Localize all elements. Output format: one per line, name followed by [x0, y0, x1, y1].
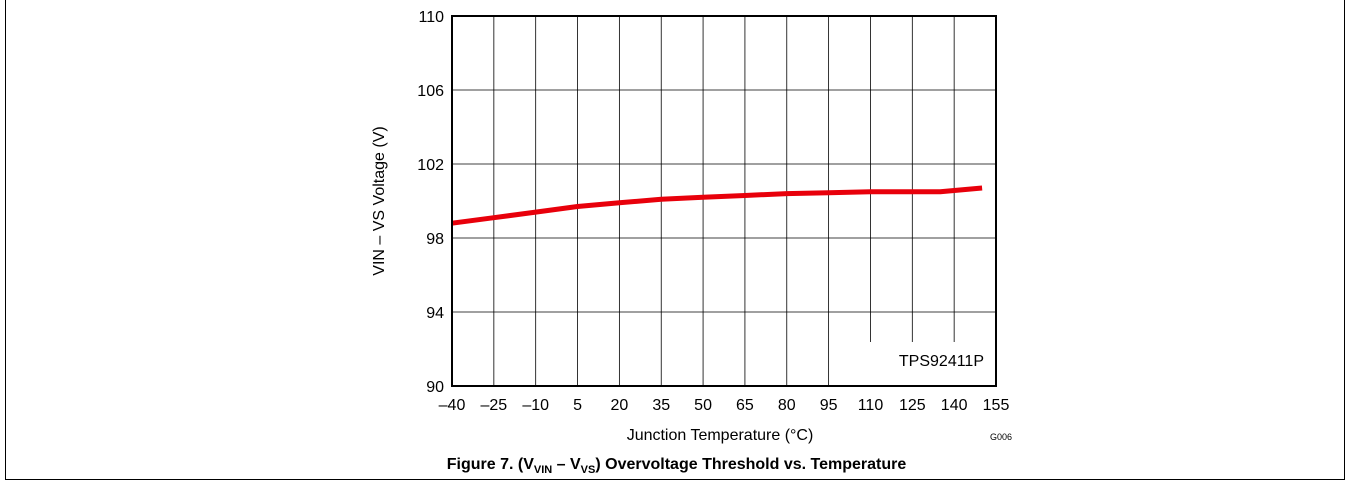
x-tick-label: 155 [983, 397, 1010, 414]
y-tick-label: 102 [417, 157, 444, 174]
figure-code: G006 [990, 432, 1012, 442]
x-axis-label: Junction Temperature (°C) [627, 427, 814, 444]
y-tick-label: 98 [426, 231, 444, 248]
annotation-box [868, 342, 995, 385]
x-tick-labels: –40 –25 –10 5 20 35 50 65 80 95 110 125 140 155 [439, 397, 1010, 414]
x-tick-label: –10 [522, 397, 549, 414]
device-annotation: TPS92411P [899, 353, 984, 370]
x-tick-label: 80 [778, 397, 796, 414]
figure-frame [5, 0, 1345, 480]
x-tick-label: 50 [694, 397, 712, 414]
x-tick-label: 20 [610, 397, 628, 414]
series-layer [451, 185, 983, 226]
x-tick-label: 140 [941, 397, 968, 414]
x-tick-label: 95 [820, 397, 838, 414]
y-tick-label: 106 [417, 83, 444, 100]
y-tick-label: 90 [426, 379, 444, 396]
y-tick-labels: 90 94 98 102 106 110 [417, 9, 444, 396]
plot-area-border [451, 15, 997, 387]
x-tick-label: –40 [439, 397, 466, 414]
series-line [451, 185, 983, 226]
y-tick-label: 94 [426, 305, 444, 322]
figure-caption: Figure 7. (VVIN – VVS) Overvoltage Thres… [446, 456, 907, 477]
y-tick-label: 110 [418, 9, 444, 26]
x-tick-label: 110 [858, 397, 884, 414]
y-axis-label: VIN – VS Voltage (V) [371, 126, 388, 275]
x-tick-label: 125 [899, 397, 926, 414]
grid [452, 16, 996, 386]
x-tick-label: –25 [480, 397, 507, 414]
x-tick-label: 35 [652, 397, 670, 414]
x-tick-label: 5 [573, 397, 582, 414]
x-tick-label: 65 [736, 397, 754, 414]
